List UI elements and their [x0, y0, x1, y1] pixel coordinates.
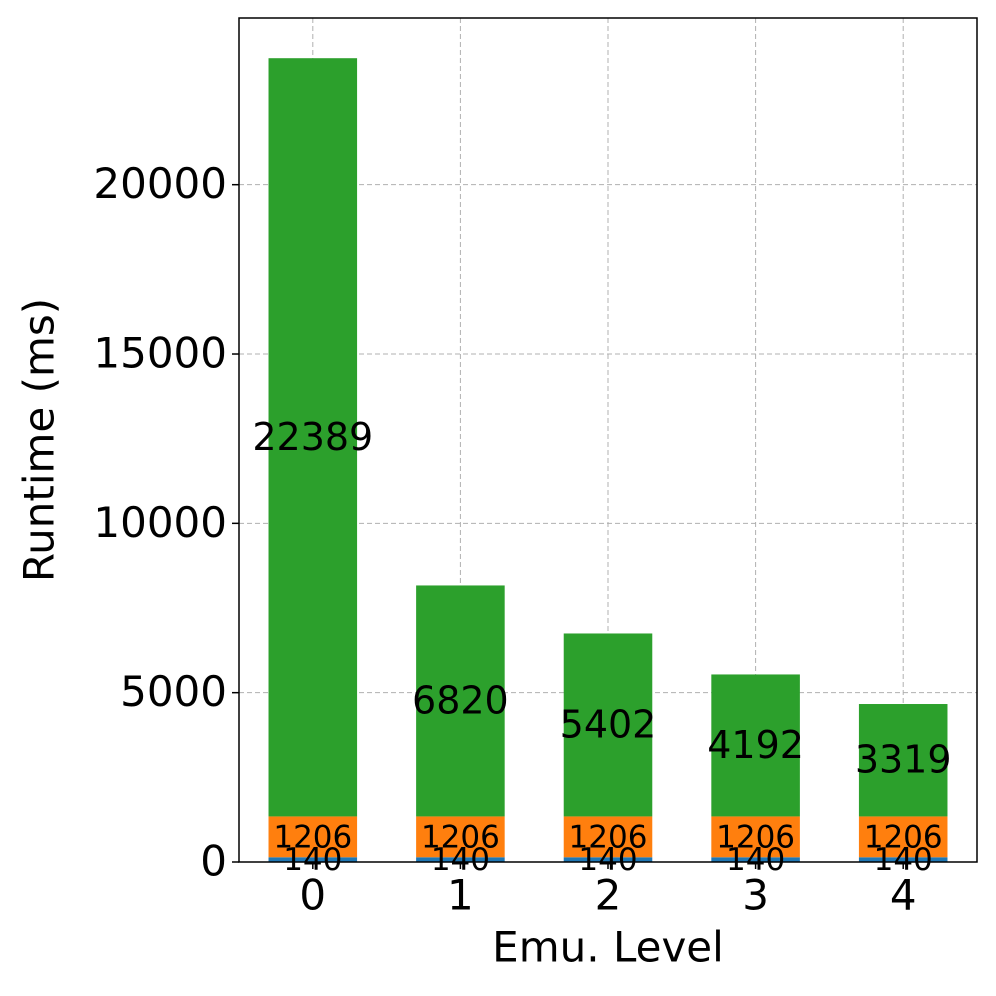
- data-label: 140: [431, 842, 490, 878]
- bar-segment: [416, 857, 505, 862]
- bar-segment: [711, 857, 800, 862]
- y-tick-label: 5000: [120, 667, 227, 716]
- y-tick-label: 20000: [93, 159, 227, 208]
- y-tick-label: 15000: [93, 329, 227, 378]
- bar-segment: [711, 816, 800, 858]
- data-label: 1206: [273, 819, 352, 855]
- data-label: 140: [874, 842, 933, 878]
- bar-segment: [858, 857, 948, 862]
- x-tick-label: 4: [890, 871, 917, 920]
- x-tick-label: 1: [447, 871, 474, 920]
- x-tick-label: 2: [595, 871, 622, 920]
- y-tick-label: 0: [200, 837, 227, 886]
- data-label: 140: [283, 842, 342, 878]
- data-label: 6820: [412, 678, 509, 722]
- data-label: 1206: [864, 819, 943, 855]
- bar-segment: [563, 633, 653, 817]
- data-label: 4192: [707, 723, 804, 767]
- bar-segment: [416, 585, 505, 817]
- x-tick-label: 3: [742, 871, 769, 920]
- data-label: 1206: [716, 819, 795, 855]
- data-label: 140: [726, 842, 785, 878]
- bar-segment: [563, 857, 653, 862]
- data-label: 3319: [855, 738, 952, 782]
- data-label: 140: [578, 842, 637, 878]
- plot-frame: [238, 17, 978, 863]
- data-label: 1206: [421, 819, 500, 855]
- bar-segment: [268, 58, 358, 817]
- data-label: 1206: [569, 819, 648, 855]
- y-axis-label: Runtime (ms): [15, 298, 64, 582]
- data-label: 5402: [560, 702, 657, 746]
- x-tick-label: 0: [299, 871, 326, 920]
- bar-segment: [416, 816, 505, 858]
- y-tick-label: 10000: [93, 498, 227, 547]
- x-axis-label: Emu. Level: [492, 923, 724, 972]
- bar-segment: [563, 816, 653, 858]
- bar-segment: [858, 816, 948, 858]
- bar-segment: [711, 674, 800, 817]
- bar-segment: [268, 857, 358, 862]
- bar-segment: [858, 704, 948, 817]
- bar-segment: [268, 816, 358, 858]
- data-label: 22389: [252, 415, 373, 459]
